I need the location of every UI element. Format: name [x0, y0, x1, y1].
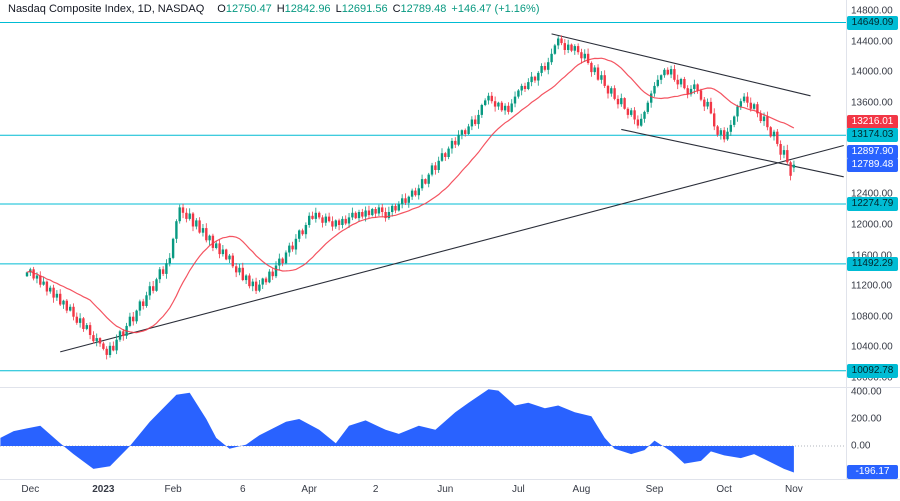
time-tick-Nov: Nov — [785, 484, 803, 495]
price-label-level[interactable]: 12274.79 — [847, 197, 898, 211]
price-label-level[interactable]: 11492.29 — [847, 256, 898, 271]
price-tick-label: 10000.00 — [851, 372, 893, 384]
time-tick-Jul: Jul — [511, 484, 525, 495]
time-tick-Feb: Feb — [164, 484, 182, 495]
time-tick-Apr: Apr — [301, 484, 317, 495]
time-tick-2023: 2023 — [92, 484, 115, 495]
close-label: C — [392, 3, 401, 15]
symbol-legend[interactable]: Nasdaq Composite Index, 1D, NASDAQ O12750… — [8, 3, 540, 15]
time-tick-Jun: Jun — [437, 484, 454, 495]
open-value: 12750.47 — [225, 3, 272, 15]
price-label-level[interactable]: 13174.03 — [847, 128, 898, 143]
high-value: 12842.96 — [284, 3, 331, 15]
trend-line — [60, 144, 844, 353]
price-axis-separator — [846, 0, 847, 479]
price-label-red: 13216.01 — [847, 115, 898, 130]
candlestick-series — [25, 35, 796, 360]
indicator-area — [0, 389, 794, 473]
price-label-level[interactable]: 10092.78 — [847, 363, 898, 378]
price-tick-label: 14800.00 — [851, 5, 893, 17]
time-tick-2: 2 — [372, 484, 379, 495]
trend-line — [551, 33, 811, 97]
indicator-value-label: -196.17 — [847, 465, 898, 480]
price-label-blue: 12897.90 — [847, 144, 898, 159]
time-tick-Sep: Sep — [645, 484, 664, 495]
price-tick-label: 12400.00 — [851, 188, 893, 200]
close-value: 12789.48 — [400, 3, 447, 15]
time-axis-separator — [0, 479, 900, 480]
high-label: H — [276, 3, 285, 15]
price-tick-label: 10800.00 — [851, 311, 893, 323]
price-label-blue: 12789.48 — [847, 157, 898, 172]
price-tick-label: 10400.00 — [851, 341, 893, 353]
trend-line — [621, 128, 844, 178]
price-tick-label: 14000.00 — [851, 66, 893, 78]
price-label-level[interactable]: 14649.09 — [847, 15, 898, 30]
time-tick-6: 6 — [240, 484, 246, 495]
low-value: 12691.56 — [341, 3, 388, 15]
price-tick-label: 13600.00 — [851, 97, 893, 109]
indicator-tick-label: 200.00 — [851, 413, 882, 425]
low-label: L — [335, 3, 342, 15]
time-tick-Oct: Oct — [716, 484, 732, 495]
time-tick-Dec: Dec — [21, 484, 40, 495]
price-tick-label: 11600.00 — [851, 250, 892, 262]
price-tick-label: 11200.00 — [851, 280, 892, 292]
price-tick-label: 12000.00 — [851, 219, 893, 231]
symbol-title: Nasdaq Composite Index, 1D, NASDAQ — [8, 3, 205, 15]
time-tick-Aug: Aug — [572, 484, 591, 495]
indicator-tick-label: 0.00 — [851, 440, 871, 452]
price-tick-label: 14400.00 — [851, 36, 893, 48]
pane-separator[interactable] — [0, 387, 900, 388]
plot-area — [0, 22, 846, 473]
change-value: +146.47 (+1.16%) — [451, 3, 540, 15]
ma-line — [26, 57, 795, 334]
indicator-tick-label: 400.00 — [851, 386, 882, 398]
open-label: O — [217, 3, 226, 15]
